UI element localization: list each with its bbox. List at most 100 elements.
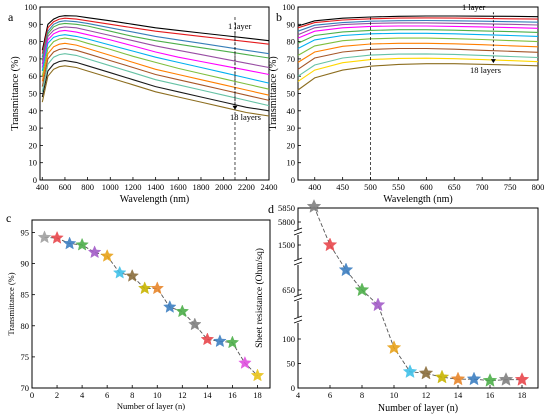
x-tick-label: 10 (153, 390, 162, 400)
y-tick-label: 60 (287, 71, 296, 81)
y-tick-label: 5850 (278, 203, 295, 213)
x-tick-label: 500 (364, 182, 377, 192)
panel-label: a (8, 10, 14, 24)
plot-frame (31, 219, 271, 389)
spectrum-line (41, 17, 270, 54)
panel-label: b (276, 10, 282, 24)
spectrum-line (41, 20, 270, 58)
annotation-top: 1 layer (228, 21, 252, 31)
x-tick-label: 1400 (147, 182, 164, 192)
star-marker (238, 355, 252, 369)
y-tick-label: 100 (282, 2, 295, 12)
spectrum-line (297, 47, 539, 70)
spectrum-line (297, 57, 539, 82)
star-marker (386, 340, 402, 355)
x-tick-label: 6 (105, 390, 109, 400)
star-marker (370, 297, 386, 312)
spectrum-line (297, 25, 539, 39)
y-tick-label: 75 (21, 352, 30, 362)
arrow-head-icon (490, 59, 496, 64)
y-axis-label: Transmittance (%) (268, 56, 279, 130)
x-tick-label: 0 (30, 390, 34, 400)
x-tick-label: 18 (518, 390, 527, 400)
star-marker (306, 198, 322, 213)
y-tick-label: 95 (21, 227, 30, 237)
x-tick-label: 800 (81, 182, 94, 192)
y-axis-label: Transmittance (%) (10, 56, 21, 130)
star-marker (514, 372, 530, 386)
y-tick-label: 5800 (278, 217, 295, 227)
axis-break-gap (294, 295, 302, 301)
y-tick-label: 40 (29, 106, 38, 116)
y-axis-label: Transmittance (%) (6, 272, 16, 335)
spectrum-line (297, 29, 539, 44)
spectrum-line (297, 42, 539, 63)
x-tick-label: 16 (486, 390, 495, 400)
x-tick-label: 450 (336, 182, 349, 192)
x-tick-label: 12 (178, 390, 187, 400)
x-tick-label: 8 (360, 390, 364, 400)
x-tick-label: 16 (228, 390, 237, 400)
star-marker (482, 372, 498, 387)
star-marker (213, 334, 227, 348)
spectrum-line (41, 15, 270, 51)
spectrum-line (41, 42, 270, 96)
y-tick-label: 50 (29, 89, 38, 99)
x-tick-label: 2000 (215, 182, 232, 192)
x-tick-label: 1600 (170, 182, 187, 192)
y-tick-label: 90 (29, 19, 38, 29)
spectrum-line (297, 17, 539, 29)
y-tick-label: 0 (33, 175, 37, 185)
y-tick-label: 80 (21, 321, 30, 331)
x-axis-label: Number of layer (n) (117, 401, 185, 411)
x-axis-label: Wavelength (nm) (120, 194, 189, 205)
y-tick-label: 80 (287, 37, 296, 47)
axis-break-gap (294, 229, 302, 235)
annotation-bottom: 18 layers (230, 112, 261, 122)
spectrum-line (41, 47, 270, 101)
x-tick-label: 600 (59, 182, 72, 192)
x-tick-label: 400 (308, 182, 321, 192)
x-tick-label: 600 (420, 182, 433, 192)
star-marker (137, 281, 152, 295)
x-tick-label: 14 (203, 390, 212, 400)
spectrum-line (41, 22, 270, 61)
spectrum-line (41, 60, 270, 112)
x-tick-label: 750 (504, 182, 517, 192)
x-tick-label: 1000 (102, 182, 119, 192)
x-tick-label: 6 (328, 390, 332, 400)
panel-c: 0 2 4 6 8 10 12 14 16 18 70 75 80 85 90 95 c Number of la… (6, 211, 271, 411)
arrow-head-icon (232, 105, 238, 110)
x-axis-label: Wavelength (nm) (383, 194, 452, 205)
star-marker (100, 248, 114, 262)
y-tick-label: 30 (287, 123, 296, 133)
y-tick-label: 30 (29, 123, 38, 133)
y-axis-label: Sheet resistance (Ohm/sq) (254, 248, 265, 348)
spectrum-line (297, 37, 539, 56)
star-marker (498, 372, 514, 386)
spectrum-line (41, 65, 270, 117)
x-tick-label: 18 (253, 390, 262, 400)
panel-b: 400 450 500 550 600 650 700 750 800 0 10 20 30 40 50 60… (268, 2, 544, 205)
star-marker (354, 282, 370, 297)
panel-d: 4 6 8 10 12 14 16 18 0 50 100 650 1500 5800 5850 d Numbe… (254, 198, 539, 414)
star-marker (162, 299, 177, 313)
star-marker (50, 230, 64, 244)
y-tick-label: 10 (29, 158, 38, 168)
y-tick-label: 70 (21, 383, 30, 393)
panel-a: 400 600 800 1000 1200 1400 1600 1800 2000 2200 240… (8, 2, 278, 205)
star-marker (434, 369, 450, 384)
x-tick-label: 12 (422, 390, 431, 400)
star-marker (75, 237, 89, 251)
y-tick-label: 90 (21, 259, 30, 269)
spectrum-line (41, 29, 270, 76)
x-tick-label: 1800 (192, 182, 209, 192)
star-marker (250, 368, 265, 382)
star-marker (37, 230, 52, 244)
y-tick-label: 85 (21, 290, 30, 300)
y-tick-label: 100 (24, 2, 37, 12)
axis-break-icon (293, 257, 303, 266)
y-tick-label: 0 (291, 383, 295, 393)
panel-label: d (268, 202, 274, 216)
star-marker (150, 281, 165, 295)
